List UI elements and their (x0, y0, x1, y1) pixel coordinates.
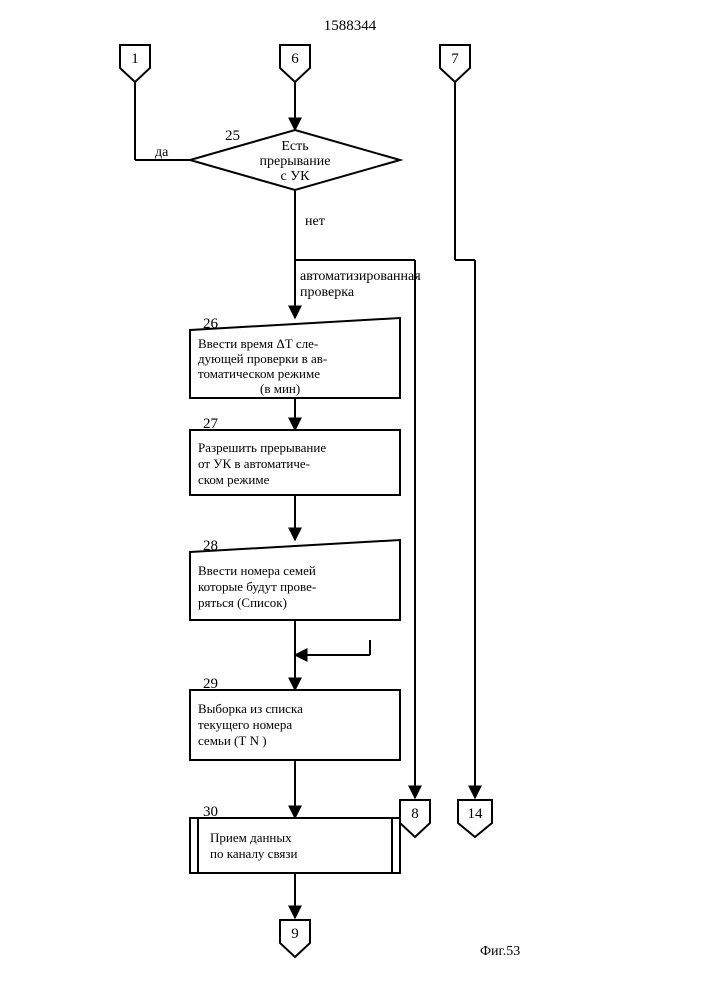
svg-text:28: 28 (203, 538, 218, 554)
svg-text:25: 25 (225, 128, 240, 144)
svg-text:7: 7 (451, 51, 459, 67)
svg-text:дующей проверки в ав-: дующей проверки в ав- (198, 351, 327, 366)
svg-text:которые будут прове-: которые будут прове- (198, 579, 316, 594)
branch-label-1: автоматизированная (300, 269, 421, 284)
connector-8: 8 (400, 800, 430, 837)
svg-text:Ввести номера семей: Ввести номера семей (198, 563, 316, 578)
connector-14: 14 (458, 800, 492, 837)
svg-text:с УК: с УК (281, 169, 311, 184)
svg-text:Выборка из списка: Выборка из списка (198, 701, 303, 716)
flowchart: 1588344 1 6 7 25 Есть прерывание с УК да… (0, 0, 707, 1000)
no-label: нет (305, 214, 325, 229)
connector-9: 9 (280, 920, 310, 957)
svg-text:Есть: Есть (281, 139, 308, 154)
decision-25: 25 Есть прерывание с УК (190, 128, 400, 190)
svg-text:ском режиме: ском режиме (198, 472, 270, 487)
svg-text:по каналу связи: по каналу связи (210, 846, 298, 861)
svg-text:прерывание: прерывание (260, 154, 331, 169)
svg-text:семьи (Т N ): семьи (Т N ) (198, 733, 267, 748)
svg-text:1: 1 (131, 51, 139, 67)
svg-text:8: 8 (411, 806, 419, 822)
svg-text:14: 14 (468, 806, 484, 822)
branch-label-2: проверка (300, 285, 355, 300)
svg-text:Разрешить прерывание: Разрешить прерывание (198, 440, 326, 455)
svg-text:29: 29 (203, 676, 218, 692)
svg-text:6: 6 (291, 51, 299, 67)
svg-text:текущего номера: текущего номера (198, 717, 292, 732)
page-number: 1588344 (324, 18, 377, 34)
svg-text:27: 27 (203, 416, 219, 432)
svg-text:Ввести время ΔТ сле-: Ввести время ΔТ сле- (198, 336, 318, 351)
connector-6: 6 (280, 45, 310, 82)
svg-text:ряться (Список): ряться (Список) (198, 595, 287, 610)
svg-text:30: 30 (203, 804, 218, 820)
connector-7: 7 (440, 45, 470, 82)
figure-caption: Фиг.53 (480, 944, 520, 959)
connector-1: 1 (120, 45, 150, 82)
svg-text:26: 26 (203, 316, 219, 332)
box-26: 26 Ввести время ΔТ сле- дующей проверки … (190, 316, 400, 398)
svg-text:от УК в автоматиче-: от УК в автоматиче- (198, 456, 310, 471)
svg-text:(в мин): (в мин) (260, 381, 300, 396)
svg-text:томатическом режиме: томатическом режиме (198, 366, 320, 381)
svg-text:9: 9 (291, 926, 299, 942)
yes-label: да (155, 145, 169, 160)
box-28: 28 Ввести номера семей которые будут про… (190, 538, 400, 620)
svg-text:Прием данных: Прием данных (210, 830, 292, 845)
